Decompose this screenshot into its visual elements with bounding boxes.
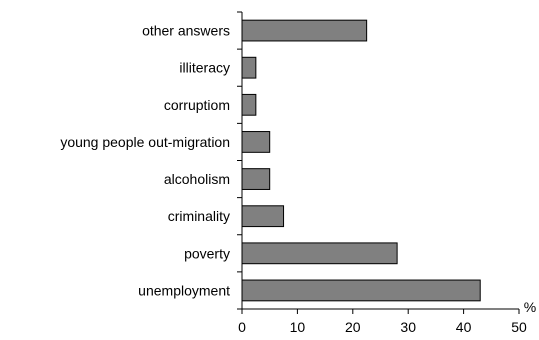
x-tick-label: 30 <box>400 319 416 335</box>
category-label-illiteracy: illiteracy <box>179 60 230 76</box>
category-labels-group: other answers illiteracy corruptiom young p… <box>60 23 230 299</box>
x-tick-label: 40 <box>456 319 472 335</box>
bar-poverty <box>241 242 398 265</box>
bar-other-answers <box>241 19 368 42</box>
category-label-alcoholism: alcoholism <box>164 171 230 187</box>
bar-young-people-out-migration <box>241 131 271 153</box>
bar-illiteracy <box>241 56 257 79</box>
x-axis-ticks-group: 0 10 20 30 40 50 <box>238 309 527 335</box>
bar-criminality <box>241 205 285 228</box>
y-axis-ticks-group <box>237 11 242 310</box>
category-label-other-answers: other answers <box>142 23 230 39</box>
x-tick-label: 20 <box>345 319 361 335</box>
x-tick-label: 50 <box>511 319 527 335</box>
x-tick-label: 0 <box>238 319 246 335</box>
category-label-corruptiom: corruptiom <box>164 97 230 113</box>
bar-unemployment <box>241 279 481 302</box>
bar-alcoholism <box>241 168 271 190</box>
x-tick-label: 10 <box>290 319 306 335</box>
category-label-poverty: poverty <box>184 245 230 261</box>
category-label-unemployment: unemployment <box>138 282 230 298</box>
bar-corruptiom <box>241 93 257 116</box>
x-axis-unit-label: % <box>524 299 536 315</box>
category-label-criminality: criminality <box>168 208 230 224</box>
bars-group <box>241 19 481 302</box>
category-label-young-people-out-migration: young people out-migration <box>60 134 230 150</box>
